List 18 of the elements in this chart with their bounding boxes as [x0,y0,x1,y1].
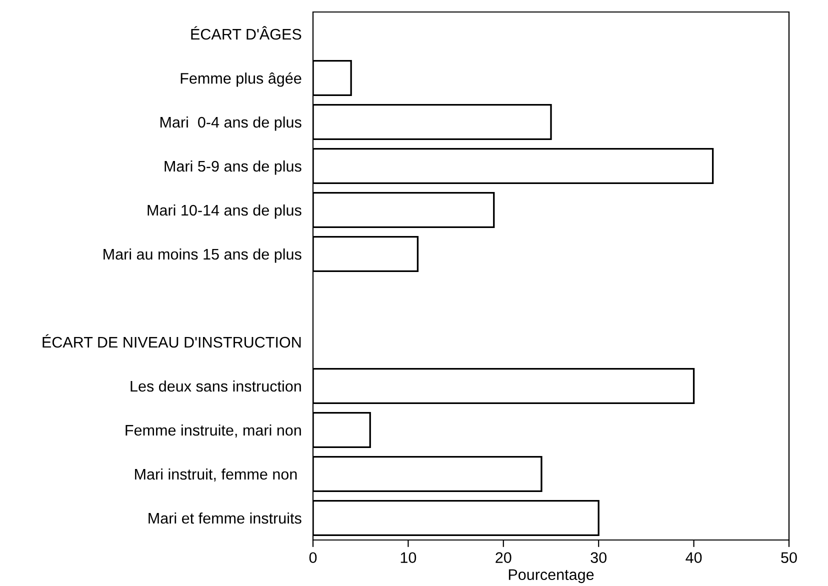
y-tick-label: Femme plus âgée [180,72,302,87]
y-tick-label: Mari au moins 15 ans de plus [104,248,302,263]
y-tick-label: ÉCART DE NIVEAU D'INSTRUCTION [42,334,301,348]
x-tick-label: 50 [781,552,797,564]
x-tick-label: 40 [686,552,702,564]
x-tick-label: 30 [590,552,606,564]
x-axis-title: Pourcentage [508,569,594,584]
y-tick-label: Femme instruite, mari non [126,424,301,438]
y-tick-label: Mari 10-14 ans de plus [148,204,302,219]
y-tick-label: Mari et femme instruits [148,512,302,524]
x-tick-label: 20 [496,552,512,564]
y-tick-label: Mari instruit, femme non [135,468,297,482]
y-tick-label: Mari 0-4 ans de plus [160,116,302,131]
y-tick-label: ÉCART D'ÂGES [191,26,302,40]
x-tick-label: 10 [400,552,416,564]
x-tick-label: 0 [309,552,317,564]
y-tick-label: Mari 5-9 ans de plus [164,160,302,175]
y-tick-label: Les deux sans instruction [130,380,301,392]
